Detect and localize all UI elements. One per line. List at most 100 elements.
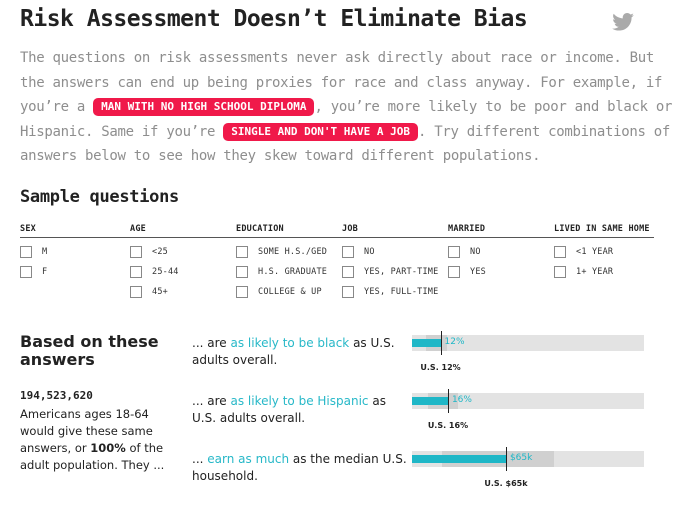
value-label: $65k — [509, 453, 533, 463]
question-label: AGE — [130, 224, 146, 234]
checkbox[interactable] — [236, 246, 248, 258]
value-fill — [412, 339, 441, 347]
population-description: Americans ages 18-64 would give these sa… — [20, 406, 170, 474]
reference-label: U.S. 16% — [427, 421, 469, 430]
option-label: YES — [470, 267, 486, 277]
answer-option[interactable]: YES, FULL-TIME — [342, 282, 438, 302]
question-label: EDUCATION — [236, 224, 284, 234]
answer-option[interactable]: 45+ — [130, 282, 179, 302]
header-rule — [20, 237, 654, 238]
option-list: NO YES — [448, 238, 486, 282]
checkbox[interactable] — [554, 266, 566, 278]
checkbox[interactable] — [448, 246, 460, 258]
option-list: <25 25-44 45+ — [130, 238, 179, 302]
checkbox[interactable] — [20, 246, 32, 258]
question-label: JOB — [342, 224, 358, 234]
reference-marker — [505, 447, 508, 471]
value-fill — [412, 397, 448, 405]
option-label: NO — [364, 247, 375, 257]
value-fill — [412, 455, 506, 463]
answer-option[interactable]: <25 — [130, 242, 179, 262]
checkbox[interactable] — [342, 266, 354, 278]
answer-option[interactable]: YES, PART-TIME — [342, 262, 438, 282]
stat-text-pre: ... are — [192, 336, 231, 350]
answer-option[interactable]: H.S. GRADUATE — [236, 262, 327, 282]
checkbox[interactable] — [342, 286, 354, 298]
checkbox[interactable] — [130, 286, 142, 298]
checkbox[interactable] — [130, 246, 142, 258]
example-pill-man-no-diploma[interactable]: MAN WITH NO HIGH SCHOOL DIPLOMA — [93, 98, 315, 116]
checkbox[interactable] — [342, 246, 354, 258]
option-label: COLLEGE & UP — [258, 287, 322, 297]
option-label: SOME H.S./GED — [258, 247, 328, 257]
checkbox[interactable] — [448, 266, 460, 278]
answer-option[interactable]: NO — [448, 242, 486, 262]
option-label: <25 — [152, 247, 168, 257]
stat-text-pre: ... — [192, 452, 208, 466]
sample-questions-heading: Sample questions — [20, 187, 179, 207]
option-list: <1 YEAR 1+ YEAR — [554, 238, 650, 282]
intro-paragraph: The questions on risk assessments never … — [20, 46, 680, 169]
reference-label: U.S. $65k — [484, 479, 528, 488]
option-list: NO YES, PART-TIME YES, FULL-TIME — [342, 238, 438, 302]
stat-highlight: as likely to be black — [230, 336, 350, 350]
twitter-icon[interactable] — [612, 13, 634, 31]
option-label: YES, PART-TIME — [364, 267, 439, 277]
answer-option[interactable]: SOME H.S./GED — [236, 242, 327, 262]
option-label: 1+ YEAR — [576, 267, 614, 277]
question-label: LIVED IN SAME HOME — [554, 224, 650, 234]
checkbox[interactable] — [130, 266, 142, 278]
question-column-sex: SEX M F — [20, 224, 47, 282]
answer-option[interactable]: <1 YEAR — [554, 242, 650, 262]
page-title: Risk Assessment Doesn’t Eliminate Bias — [20, 6, 528, 32]
question-label: MARRIED — [448, 224, 486, 234]
option-label: 25-44 — [152, 267, 179, 277]
answer-option[interactable]: NO — [342, 242, 438, 262]
value-label: 16% — [451, 395, 472, 405]
question-column-married: MARRIED NO YES — [448, 224, 486, 282]
reference-label: U.S. 12% — [420, 363, 461, 372]
question-column-lived-in-same-home: LIVED IN SAME HOME <1 YEAR 1+ YEAR — [554, 224, 650, 282]
question-column-age: AGE <25 25-44 45+ — [130, 224, 179, 302]
comparison-bar: $65k U.S. $65k — [412, 447, 644, 488]
stat-text-post: as U.S. adults overall. — [192, 336, 395, 367]
option-label: M — [42, 247, 48, 257]
option-label: H.S. GRADUATE — [258, 267, 328, 277]
question-column-education: EDUCATION SOME H.S./GED H.S. GRADUATE COLLE… — [236, 224, 327, 302]
stat-text: ... are as likely to be Hispanic as U.S.… — [192, 393, 407, 427]
answer-option[interactable]: COLLEGE & UP — [236, 282, 327, 302]
option-label: F — [42, 267, 48, 277]
reference-marker — [440, 331, 443, 355]
checkbox[interactable] — [554, 246, 566, 258]
answer-option[interactable]: YES — [448, 262, 486, 282]
question-label: SEX — [20, 224, 36, 234]
option-label: NO — [470, 247, 481, 257]
checkbox[interactable] — [20, 266, 32, 278]
value-label: 12% — [444, 337, 465, 347]
stat-text: ... earn as much as the median U.S. hous… — [192, 451, 407, 485]
reference-marker — [447, 389, 450, 413]
stat-text: ... are as likely to be black as U.S. ad… — [192, 335, 407, 369]
intro-text-3: . Try different combinations of answers … — [20, 123, 671, 165]
question-column-job: JOB NO YES, PART-TIME YES, FULL-TIME — [342, 224, 438, 302]
stat-text-post: as U.S. adults overall. — [192, 394, 386, 425]
checkbox[interactable] — [236, 286, 248, 298]
answer-option[interactable]: M — [20, 242, 47, 262]
example-pill-single-no-job[interactable]: SINGLE AND DON'T HAVE A JOB — [223, 122, 419, 141]
comparison-bar: 12% U.S. 12% — [412, 331, 644, 372]
answer-option[interactable]: F — [20, 262, 47, 282]
intro-text-1: The questions on risk assessments never … — [20, 50, 663, 115]
desc-percent: 100% — [90, 441, 126, 455]
answer-option[interactable]: 25-44 — [130, 262, 179, 282]
desc-text-a: Americans ages 18-64 would give these sa… — [20, 407, 153, 455]
stat-highlight: earn as much — [207, 452, 290, 466]
checkbox[interactable] — [236, 266, 248, 278]
option-label: <1 YEAR — [576, 247, 614, 257]
intro-text-2: , you’re more likely to be poor and blac… — [20, 99, 673, 140]
based-heading: Based on these answers — [20, 332, 159, 369]
option-list: SOME H.S./GED H.S. GRADUATE COLLEGE & UP — [236, 238, 327, 302]
answer-option[interactable]: 1+ YEAR — [554, 262, 650, 282]
option-label: YES, FULL-TIME — [364, 287, 439, 297]
stat-text-pre: ... are — [192, 394, 231, 408]
